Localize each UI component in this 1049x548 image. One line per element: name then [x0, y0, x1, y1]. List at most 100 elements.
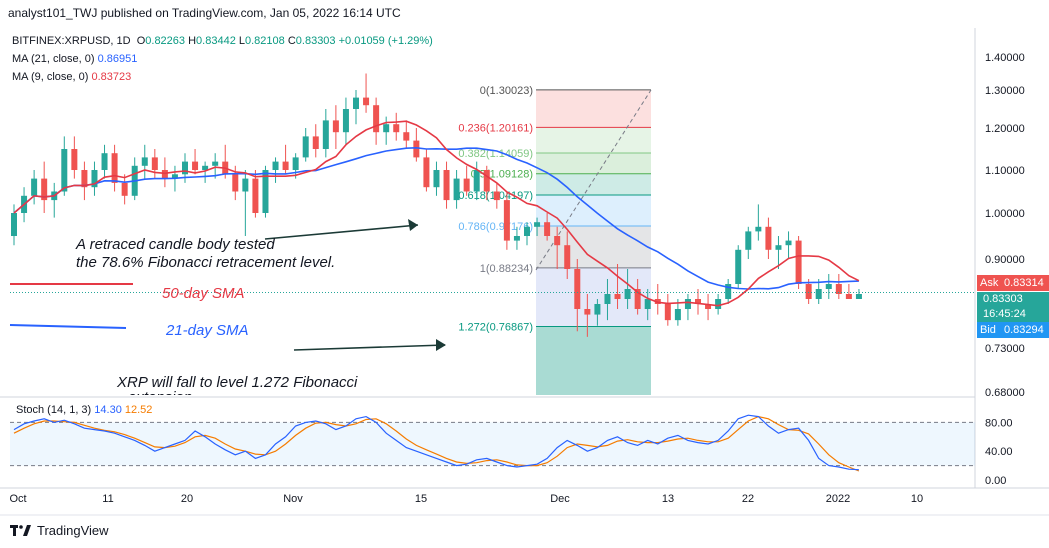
- ma21-label: MA (21, close, 0): [12, 53, 95, 65]
- stoch-tick-label: 80.00: [985, 417, 1013, 429]
- publisher-text: analyst101_TWJ published on TradingView.…: [8, 6, 401, 20]
- ma9-value: 0.83723: [91, 71, 132, 83]
- tradingview-icon: [10, 524, 31, 536]
- time-tick-label: Dec: [550, 493, 570, 505]
- candle-body: [473, 170, 480, 192]
- publisher-line: analyst101_TWJ published on TradingView.…: [8, 6, 401, 20]
- time-tick-label: 11: [102, 493, 113, 505]
- fib-level-label: 0.382(1.14059): [458, 148, 533, 160]
- candle-body: [403, 132, 410, 141]
- candle-body: [755, 226, 762, 232]
- ma9-label: MA (9, close, 0): [12, 71, 89, 83]
- ohlc-high: H0.83442: [188, 35, 236, 47]
- fib-zone: [536, 152, 651, 174]
- candle-body: [121, 182, 128, 196]
- annotation-50-day-sma: 50-day SMA: [162, 285, 245, 302]
- annotation-21-day-sma: 21-day SMA: [166, 322, 249, 339]
- candle-body: [373, 105, 380, 133]
- fib-zone: [536, 267, 651, 327]
- bid-label: Bid: [980, 324, 996, 336]
- fib-zone: [536, 127, 651, 153]
- arrow-fib-ext: [293, 344, 446, 351]
- candle-body: [745, 231, 752, 250]
- last-price-value: 0.83303: [983, 293, 1023, 305]
- ma21-value: 0.86951: [97, 53, 138, 65]
- tradingview-logo[interactable]: TradingView: [10, 523, 109, 538]
- arrow-fib-ext-head: [436, 339, 446, 351]
- sample-21-sma-line: [9, 324, 127, 329]
- candle-body: [252, 178, 259, 213]
- candle-body: [453, 178, 460, 201]
- candle-body: [262, 170, 269, 213]
- annotation-retraced-candle: A retraced candle body tested: [76, 236, 275, 253]
- candle-body: [393, 124, 400, 133]
- candle-body: [493, 191, 500, 201]
- candle-body: [695, 299, 701, 304]
- time-tick-label: Oct: [9, 493, 26, 505]
- candle-body: [513, 236, 520, 241]
- candle-body: [242, 178, 249, 192]
- stoch-legend[interactable]: Stoch (14, 1, 3) 14.30 12.52: [16, 404, 152, 416]
- arrow-retrace: [264, 224, 419, 240]
- candle-body: [171, 174, 178, 179]
- arrow-retrace-head: [408, 219, 418, 231]
- candle-body: [825, 284, 832, 289]
- stoch-band: [10, 422, 975, 466]
- candle-body: [11, 213, 17, 236]
- candle-body: [212, 161, 219, 166]
- stoch-d-line: [13, 415, 860, 472]
- stoch-label: Stoch (14, 1, 3): [16, 404, 92, 416]
- candle-body: [141, 157, 148, 166]
- fib-zone: [536, 173, 651, 195]
- time-tick-label: 22: [742, 493, 754, 505]
- ohlc-close: C0.83303: [287, 35, 336, 47]
- candle-body: [715, 299, 722, 309]
- price-tick-label: 1.10000: [985, 165, 1025, 177]
- candle-body: [151, 157, 158, 170]
- candle-body: [845, 294, 852, 299]
- ma9-legend[interactable]: MA (9, close, 0) 0.83723: [12, 71, 131, 83]
- candle-body: [161, 170, 168, 179]
- candle-body: [503, 200, 510, 241]
- candle-body: [554, 236, 561, 246]
- bar-countdown: 16:45:24: [983, 308, 1026, 320]
- time-tick-label: 2022: [826, 493, 850, 505]
- candle-body: [182, 161, 188, 175]
- ma9-line: [13, 120, 860, 307]
- candle-body: [101, 153, 108, 170]
- candle-body: [443, 170, 450, 201]
- ma21-legend[interactable]: MA (21, close, 0) 0.86951: [12, 53, 137, 65]
- stoch-d-value: 12.52: [124, 404, 153, 416]
- brand-name: TradingView: [37, 523, 109, 538]
- candle-body: [795, 240, 802, 284]
- stoch-tick-label: 0.00: [985, 475, 1006, 487]
- candle-body: [634, 289, 641, 309]
- candle-body: [524, 226, 530, 236]
- annotation-xrp-fall: XRP will fall to level 1.272 Fibonacci: [117, 374, 358, 391]
- symbol-legend[interactable]: BITFINEX:XRPUSD, 1D O0.82263 H0.83442 L0…: [12, 35, 433, 47]
- stoch-k-value: 14.30: [94, 404, 122, 416]
- stoch-tick-label: 40.00: [985, 446, 1013, 458]
- candle-body: [41, 178, 48, 201]
- candle-body: [81, 170, 88, 188]
- bid-price-tag: Bid 0.83294: [977, 322, 1049, 338]
- candle-body: [765, 226, 772, 250]
- bid-value: 0.83294: [1004, 324, 1044, 336]
- price-tick-label: 0.90000: [985, 254, 1025, 266]
- time-tick-label: 13: [662, 493, 674, 505]
- price-tick-label: 1.00000: [985, 208, 1025, 220]
- price-tick-label: 1.40000: [985, 52, 1025, 64]
- candle-body: [604, 294, 611, 304]
- candle-body: [433, 170, 440, 188]
- ask-price-tag: Ask 0.83314: [977, 275, 1049, 291]
- last-price-tag: 0.83303 16:45:24: [977, 292, 1049, 322]
- candle-body: [584, 309, 591, 315]
- fib-zone: [536, 225, 651, 268]
- fib-level-label: 0(1.30023): [480, 85, 533, 97]
- price-tick-label: 1.20000: [985, 123, 1025, 135]
- candle-body: [363, 97, 370, 106]
- candle-body: [232, 174, 239, 192]
- candle-body: [31, 178, 38, 196]
- candle-body: [202, 165, 209, 170]
